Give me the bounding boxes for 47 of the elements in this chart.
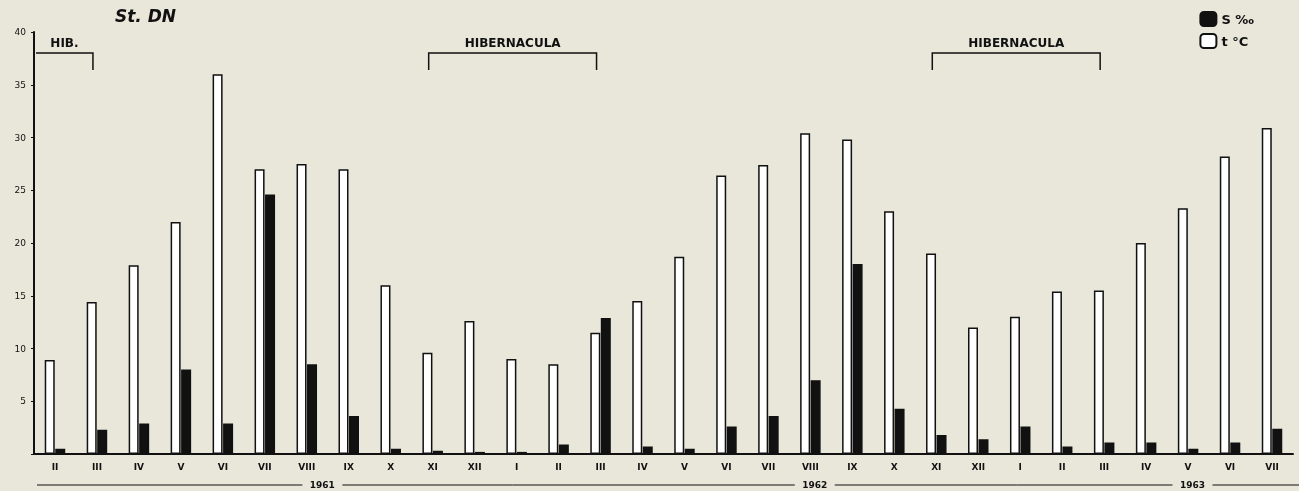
y-tick-label: 15	[14, 290, 26, 301]
x-tick-label: II	[1058, 461, 1066, 472]
y-tick-label: 5	[20, 396, 26, 407]
y-tick-label: 40	[14, 27, 27, 37]
x-tick-label: II	[51, 461, 59, 472]
x-tick-label: IV	[133, 461, 145, 472]
y-tick-label: 25	[14, 185, 26, 196]
x-tick-label: VI	[1224, 461, 1236, 472]
x-tick-label: XI	[931, 461, 942, 472]
x-tick-label: VII	[1265, 461, 1279, 472]
annotation: HIBERNACULA	[464, 36, 562, 51]
text: 1961	[309, 480, 335, 490]
x-tick-label: XII	[971, 461, 986, 472]
x-tick-label: V	[681, 461, 688, 472]
x-tick-label: VIII	[298, 461, 316, 472]
legend-label: S ‰	[1221, 11, 1255, 27]
y-tick-label: 10	[14, 343, 27, 354]
legend-label: t °C	[1221, 33, 1249, 49]
annotation: HIB.	[50, 36, 79, 51]
x-tick-label: VIII	[801, 461, 819, 472]
x-tick-label: II	[555, 461, 562, 472]
x-tick-label: V	[1184, 461, 1192, 472]
annotation: HIBERNACULA	[968, 36, 1065, 51]
x-tick-label: VI	[217, 461, 229, 472]
chart-title: St. DN	[115, 5, 177, 26]
x-tick-label: III	[91, 461, 102, 472]
x-tick-label: IV	[1140, 461, 1152, 472]
y-tick-label: 20	[14, 238, 27, 248]
x-tick-label: I	[514, 461, 519, 472]
x-tick-label: XII	[467, 461, 482, 472]
x-tick-label: IV	[637, 461, 648, 472]
x-tick-label: IX	[847, 461, 858, 472]
x-tick-label: V	[177, 461, 185, 472]
y-tick-label: 35	[14, 79, 26, 90]
x-tick-label: X	[387, 461, 395, 472]
y-tick-label: 30	[14, 132, 27, 143]
x-tick-label: VII	[761, 461, 776, 472]
text: 1963	[1179, 480, 1206, 490]
x-tick-label: IX	[343, 461, 354, 472]
x-tick-label: XI	[427, 461, 438, 472]
x-tick-label: III	[1099, 461, 1110, 472]
x-tick-label: I	[1018, 461, 1022, 472]
x-tick-label: VI	[721, 461, 732, 472]
x-tick-label: III	[595, 461, 606, 472]
x-tick-label: X	[890, 461, 898, 472]
text: 1962	[802, 480, 828, 490]
x-tick-label: VII	[257, 461, 272, 472]
